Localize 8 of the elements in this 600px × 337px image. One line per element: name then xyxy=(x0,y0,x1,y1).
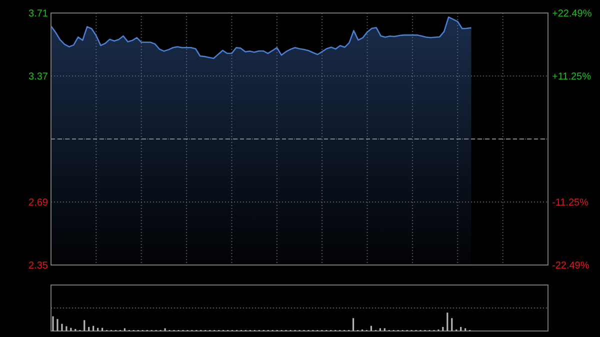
y-tick-label: 3.37 xyxy=(28,72,48,82)
y2-tick-label: +22.49% xyxy=(552,8,592,20)
y-tick-label: 3.71 xyxy=(28,8,48,20)
y2-tick-label: -11.25% xyxy=(552,198,589,209)
y2-tick-label: -22.49% xyxy=(552,260,590,272)
y2-tick-label: +11.25% xyxy=(552,71,592,82)
y-tick-label: 2.69 xyxy=(28,198,48,208)
y-tick-label: 2.35 xyxy=(28,260,48,272)
